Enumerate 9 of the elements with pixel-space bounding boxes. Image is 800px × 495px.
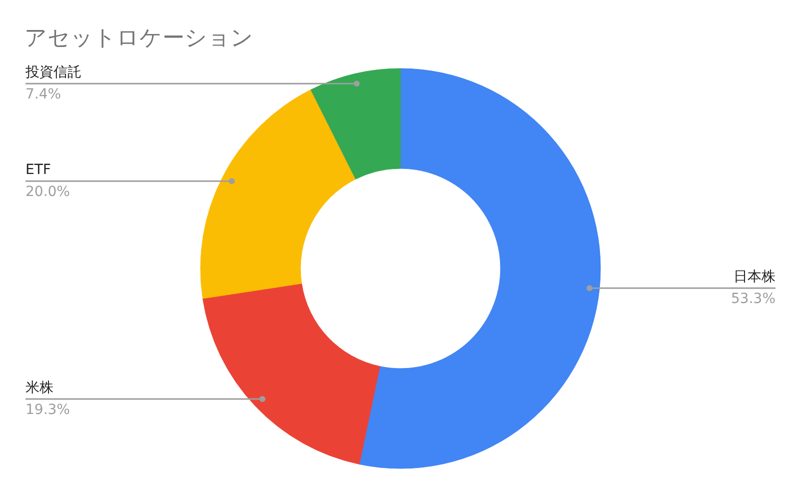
- data-label: 7.4%: [26, 86, 62, 103]
- slice-label: 米株: [26, 380, 54, 396]
- data-label: 20.0%: [26, 184, 70, 200]
- slice-label: ETF: [26, 162, 51, 178]
- chart-title: アセットロケーション: [24, 26, 254, 51]
- slice-label: 日本株: [734, 269, 776, 286]
- slice-label: 投資信託: [24, 64, 82, 81]
- data-label: 19.3%: [26, 402, 70, 418]
- data-label: 53.3%: [731, 291, 776, 308]
